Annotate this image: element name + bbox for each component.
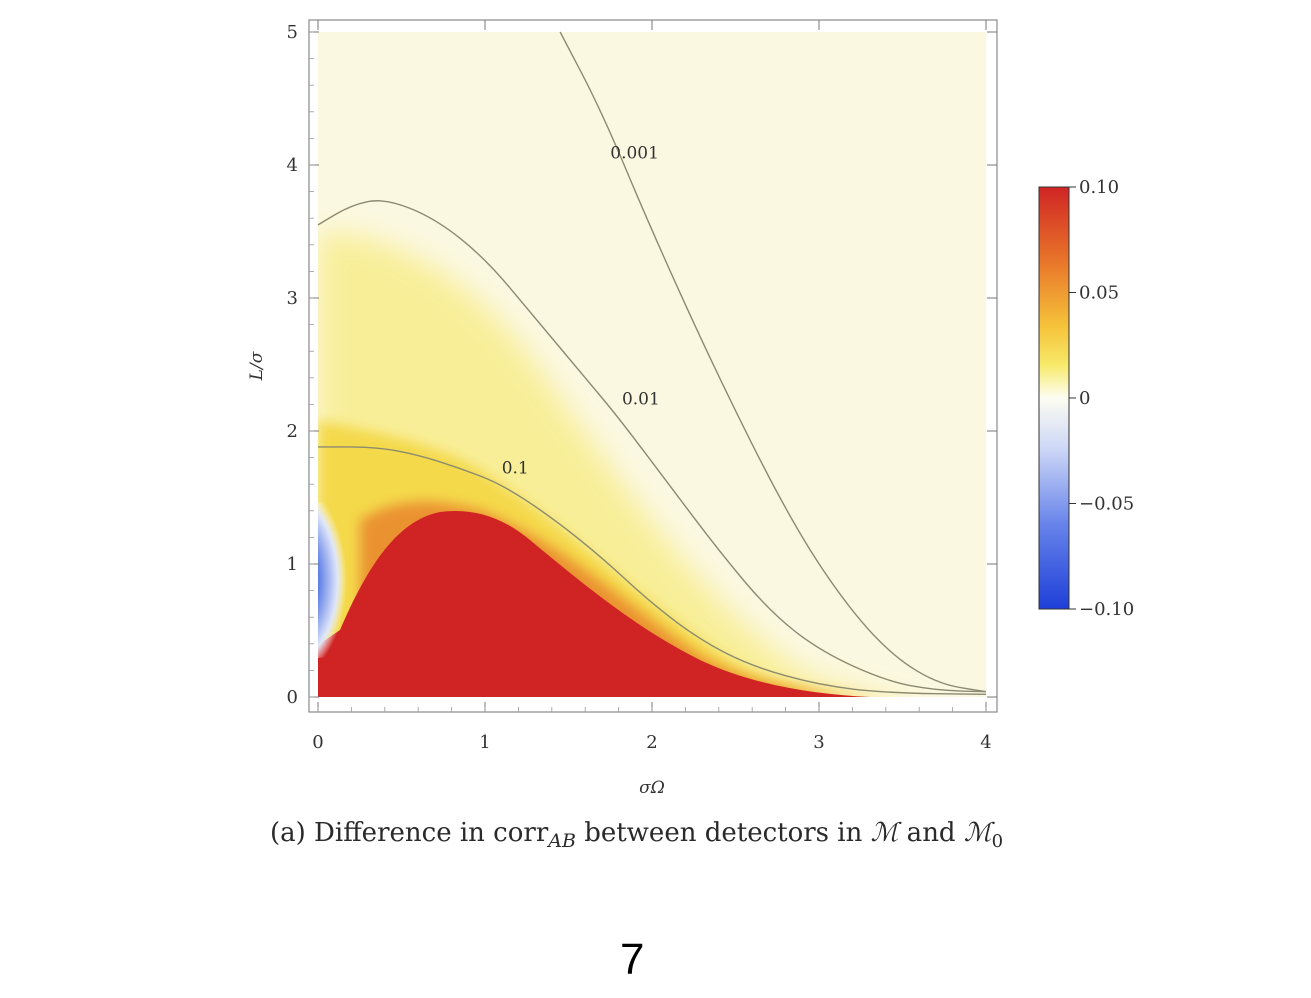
figure-caption: (a) Difference in corrAB between detecto…: [270, 818, 1003, 852]
y-axis-title: L/σ: [247, 351, 267, 381]
axes: 0 1 2 3 4 0 1 2 3 4 5: [287, 20, 997, 753]
heatmap-field: [318, 32, 986, 697]
contour-label-0.1: 0.1: [502, 459, 529, 479]
colorbar-ticks: 0.10 0.05 0 −0.05 −0.10: [1069, 177, 1134, 620]
colorbar-tick-label: −0.10: [1079, 599, 1134, 620]
caption-m0-subscript: 0: [991, 831, 1004, 852]
x-tick-label: 4: [980, 732, 991, 753]
y-tick-label: 3: [287, 288, 298, 309]
colorbar-tick-label: −0.05: [1079, 494, 1134, 515]
plot-frame: [308, 19, 998, 713]
contour-label-0.001: 0.001: [610, 143, 659, 163]
page-number: 7: [620, 935, 645, 984]
x-axis-title: σΩ: [639, 778, 665, 798]
contour-line-0.01: [317, 200, 987, 693]
heatmap-red-region: [318, 510, 870, 697]
caption-prefix: (a) Difference in corr: [270, 818, 549, 848]
colorbar-gradient: [1038, 186, 1070, 610]
contour-line-0.001: [559, 31, 987, 693]
caption-subscript: AB: [548, 830, 576, 852]
y-tick-label: 4: [287, 155, 298, 176]
y-tick-label: 1: [287, 554, 298, 575]
caption-and: and: [898, 818, 964, 848]
caption-m0-symbol: ℳ: [963, 818, 992, 848]
contour-label-0.01: 0.01: [622, 389, 660, 409]
caption-middle: between detectors in: [575, 818, 871, 848]
caption-m-symbol: ℳ: [870, 818, 899, 848]
x-tick-label: 3: [813, 732, 824, 753]
y-tick-label: 2: [287, 421, 298, 442]
x-tick-label: 1: [479, 732, 490, 753]
x-tick-label: 2: [646, 732, 657, 753]
heatmap-blue-region: [318, 502, 366, 658]
x-tick-label: 0: [312, 732, 323, 753]
colorbar: 0.10 0.05 0 −0.05 −0.10: [1038, 177, 1134, 620]
contour-line-0.1: [317, 446, 987, 696]
contour-lines: 0.001 0.01 0.1: [317, 31, 987, 696]
colorbar-tick-label: 0.05: [1079, 283, 1119, 304]
colorbar-tick-label: 0: [1079, 388, 1090, 409]
y-tick-label: 5: [287, 22, 298, 43]
colorbar-tick-label: 0.10: [1079, 177, 1119, 198]
y-tick-label: 0: [287, 687, 298, 708]
